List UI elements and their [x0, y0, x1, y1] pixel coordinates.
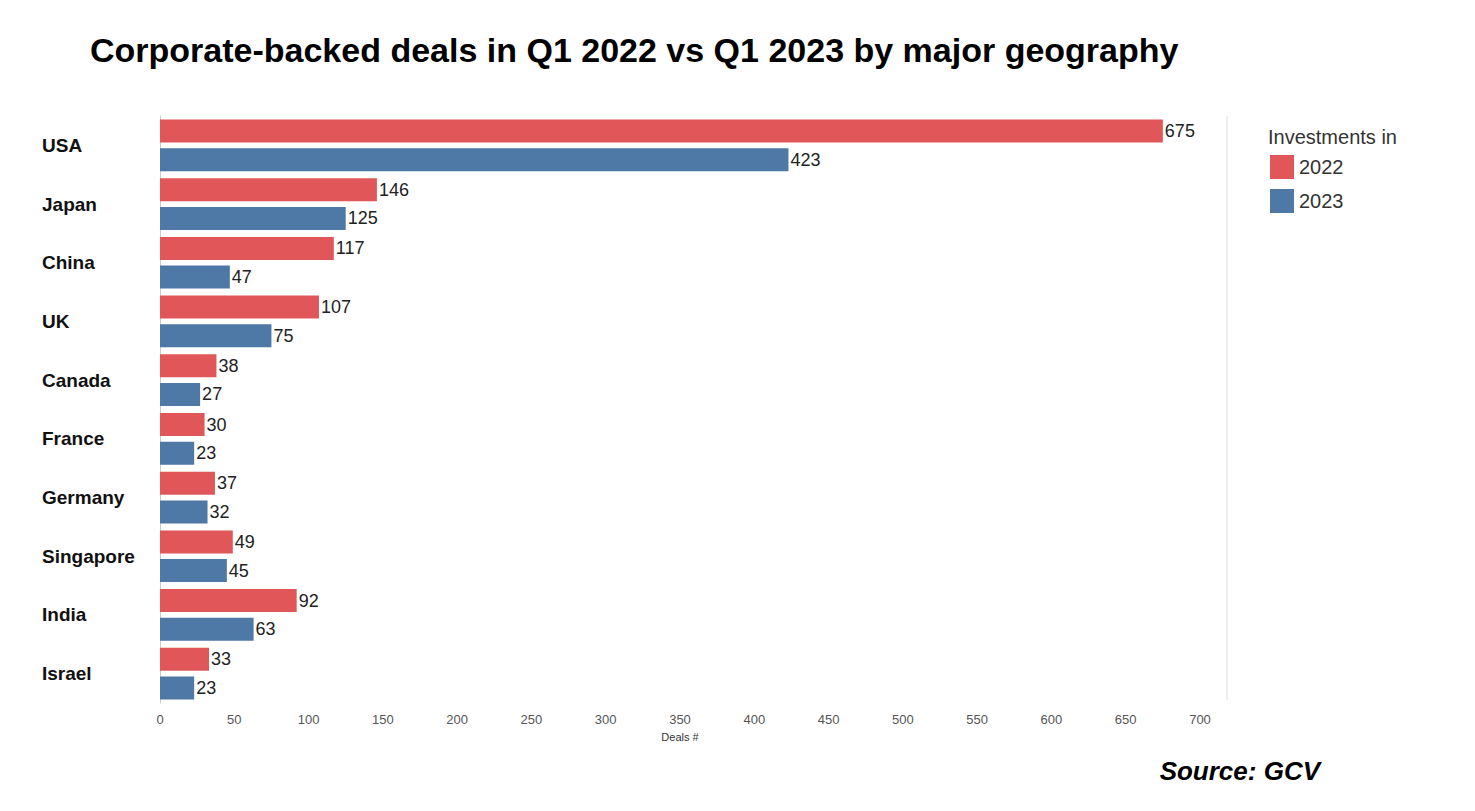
svg-text:45: 45 [229, 561, 249, 581]
svg-text:2023: 2023 [1299, 190, 1344, 212]
svg-text:423: 423 [790, 150, 820, 170]
svg-text:47: 47 [232, 267, 252, 287]
svg-text:0: 0 [156, 712, 163, 727]
svg-text:146: 146 [379, 180, 409, 200]
svg-text:49: 49 [235, 532, 255, 552]
svg-text:150: 150 [372, 712, 394, 727]
svg-text:450: 450 [818, 712, 840, 727]
svg-text:Germany: Germany [42, 487, 125, 508]
svg-text:37: 37 [217, 473, 237, 493]
svg-text:63: 63 [256, 619, 276, 639]
svg-text:UK: UK [42, 311, 70, 332]
svg-text:700: 700 [1189, 712, 1211, 727]
svg-text:France: France [42, 428, 104, 449]
svg-text:200: 200 [446, 712, 468, 727]
svg-text:500: 500 [892, 712, 914, 727]
svg-text:Japan: Japan [42, 194, 97, 215]
svg-text:33: 33 [211, 649, 231, 669]
svg-text:USA: USA [42, 135, 82, 156]
svg-text:2022: 2022 [1299, 156, 1344, 178]
svg-text:23: 23 [196, 443, 216, 463]
svg-text:92: 92 [299, 591, 319, 611]
svg-text:30: 30 [207, 415, 227, 435]
svg-text:600: 600 [1041, 712, 1063, 727]
svg-text:Israel: Israel [42, 663, 92, 684]
svg-text:107: 107 [321, 297, 351, 317]
svg-text:Corporate-backed deals in Q1 2: Corporate-backed deals in Q1 2022 vs Q1 … [90, 31, 1179, 69]
svg-text:Singapore: Singapore [42, 546, 135, 567]
svg-text:Investments in: Investments in [1268, 126, 1397, 148]
svg-text:117: 117 [336, 238, 365, 258]
svg-text:300: 300 [595, 712, 617, 727]
svg-text:India: India [42, 604, 87, 625]
svg-text:27: 27 [202, 384, 222, 404]
svg-text:550: 550 [966, 712, 988, 727]
svg-text:650: 650 [1115, 712, 1137, 727]
svg-text:400: 400 [743, 712, 765, 727]
svg-text:75: 75 [273, 326, 293, 346]
svg-text:China: China [42, 252, 95, 273]
svg-text:250: 250 [521, 712, 543, 727]
svg-text:Source: GCV: Source: GCV [1160, 756, 1323, 786]
svg-text:50: 50 [227, 712, 241, 727]
svg-text:Canada: Canada [42, 370, 111, 391]
svg-text:Deals #: Deals # [661, 731, 699, 743]
svg-text:23: 23 [196, 678, 216, 698]
svg-text:350: 350 [669, 712, 691, 727]
svg-text:675: 675 [1165, 121, 1195, 141]
svg-text:125: 125 [348, 208, 378, 228]
svg-text:38: 38 [218, 356, 238, 376]
svg-text:100: 100 [298, 712, 320, 727]
svg-text:32: 32 [210, 502, 230, 522]
